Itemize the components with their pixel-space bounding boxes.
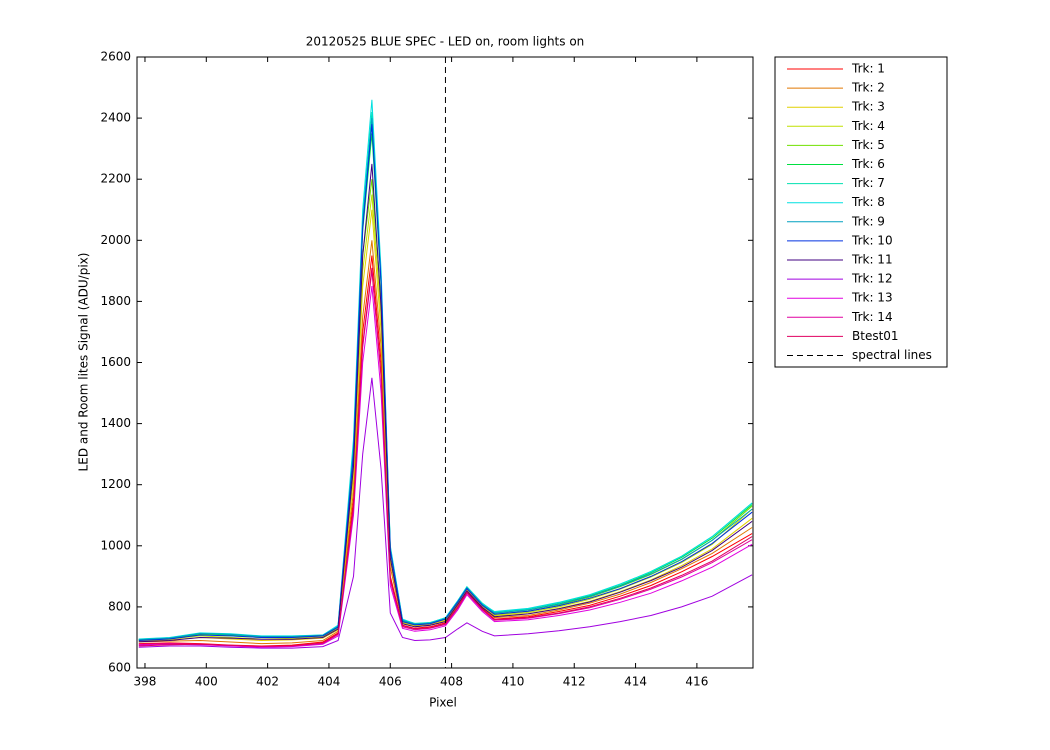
legend-label: Trk: 2 <box>851 81 885 95</box>
x-tick-label: 414 <box>624 675 647 689</box>
x-axis-label: Pixel <box>429 696 457 710</box>
legend <box>774 56 948 368</box>
legend-label: spectral lines <box>852 348 932 362</box>
series-line <box>138 124 753 641</box>
x-tick-label: 408 <box>440 675 463 689</box>
x-tick-label: 400 <box>195 675 218 689</box>
legend-label: Trk: 11 <box>851 253 893 267</box>
x-tick-label: 412 <box>563 675 586 689</box>
y-tick-label: 1000 <box>100 538 131 552</box>
series-line <box>138 209 753 642</box>
x-tick-label: 402 <box>256 675 279 689</box>
legend-label: Trk: 4 <box>851 119 885 133</box>
y-tick-label: 600 <box>108 661 131 675</box>
x-tick-label: 404 <box>317 675 340 689</box>
legend-label: Trk: 3 <box>851 100 885 114</box>
legend-label: Trk: 5 <box>851 138 885 152</box>
legend-label: Trk: 9 <box>851 214 885 228</box>
x-tick-label: 398 <box>134 675 157 689</box>
x-tick-label: 410 <box>501 675 524 689</box>
y-tick-label: 2400 <box>100 111 131 125</box>
series-line <box>138 118 753 641</box>
x-tick-label: 416 <box>685 675 708 689</box>
y-tick-label: 2000 <box>100 233 131 247</box>
series-line <box>138 377 753 649</box>
legend-label: Trk: 8 <box>851 195 885 209</box>
y-tick-label: 2600 <box>100 50 131 64</box>
legend-label: Trk: 6 <box>851 157 885 171</box>
y-tick-label: 1800 <box>100 294 131 308</box>
legend-label: Trk: 13 <box>851 291 893 305</box>
y-tick-label: 1400 <box>100 416 131 430</box>
legend-label: Trk: 12 <box>851 272 893 286</box>
chart-title: 20120525 BLUE SPEC - LED on, room lights… <box>306 35 585 49</box>
x-tick-label: 406 <box>379 675 402 689</box>
y-tick-label: 2200 <box>100 172 131 186</box>
legend-label: Btest01 <box>852 329 899 343</box>
legend-label: Trk: 14 <box>851 310 893 324</box>
legend-label: Trk: 7 <box>851 176 885 190</box>
legend-label: Trk: 10 <box>851 233 893 247</box>
y-tick-label: 1600 <box>100 355 131 369</box>
y-tick-label: 1200 <box>100 477 131 491</box>
series-line <box>138 286 753 648</box>
series-line <box>138 267 753 647</box>
y-axis-label: LED and Room lites Signal (ADU/pix) <box>77 253 91 472</box>
y-tick-label: 800 <box>108 599 131 613</box>
legend-label: Trk: 1 <box>851 62 885 76</box>
axes-frame <box>136 56 754 669</box>
series-line <box>138 163 753 643</box>
